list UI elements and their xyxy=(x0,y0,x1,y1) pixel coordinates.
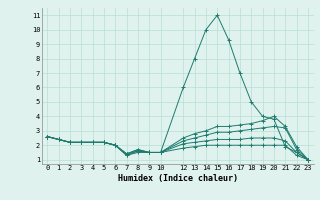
X-axis label: Humidex (Indice chaleur): Humidex (Indice chaleur) xyxy=(118,174,237,183)
